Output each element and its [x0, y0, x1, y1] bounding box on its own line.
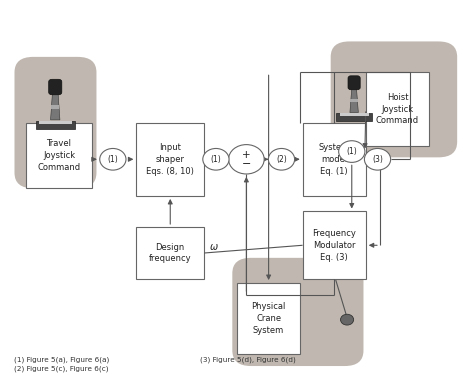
Text: (1): (1): [210, 155, 221, 164]
FancyBboxPatch shape: [36, 121, 75, 129]
FancyBboxPatch shape: [232, 258, 364, 366]
Circle shape: [268, 149, 295, 170]
FancyBboxPatch shape: [49, 79, 62, 95]
Text: Travel
Joystick
Command: Travel Joystick Command: [37, 139, 81, 172]
Circle shape: [338, 141, 365, 162]
FancyBboxPatch shape: [237, 283, 300, 354]
FancyBboxPatch shape: [366, 73, 429, 146]
FancyBboxPatch shape: [137, 227, 204, 279]
Circle shape: [340, 314, 354, 325]
Polygon shape: [51, 93, 60, 120]
FancyBboxPatch shape: [302, 123, 366, 196]
FancyBboxPatch shape: [15, 57, 97, 188]
FancyBboxPatch shape: [331, 42, 457, 157]
FancyBboxPatch shape: [26, 123, 92, 188]
Text: System
model
Eq. (1): System model Eq. (1): [319, 143, 350, 176]
Text: (1): (1): [108, 155, 118, 164]
Text: (1): (1): [346, 147, 357, 156]
Polygon shape: [350, 88, 358, 113]
FancyBboxPatch shape: [350, 99, 358, 102]
FancyBboxPatch shape: [39, 121, 72, 124]
FancyBboxPatch shape: [339, 113, 369, 116]
Circle shape: [228, 145, 264, 174]
FancyBboxPatch shape: [137, 123, 204, 196]
FancyBboxPatch shape: [302, 211, 366, 279]
Circle shape: [100, 149, 126, 170]
Text: −: −: [242, 159, 251, 169]
Text: ω: ω: [210, 242, 218, 252]
Text: (1) Figure 5(a), Figure 6(a)
(2) Figure 5(c), Figure 6(c): (1) Figure 5(a), Figure 6(a) (2) Figure …: [15, 356, 110, 372]
FancyBboxPatch shape: [337, 113, 372, 121]
Text: (3): (3): [372, 155, 383, 164]
Text: Physical
Crane
System: Physical Crane System: [251, 302, 286, 335]
Text: Frequency
Modulator
Eq. (3): Frequency Modulator Eq. (3): [312, 229, 356, 261]
FancyBboxPatch shape: [51, 105, 59, 109]
FancyBboxPatch shape: [348, 76, 360, 90]
Text: (2): (2): [276, 155, 287, 164]
Circle shape: [203, 149, 229, 170]
Circle shape: [365, 149, 391, 170]
Text: Design
frequency: Design frequency: [149, 243, 191, 263]
Text: +: +: [242, 151, 251, 160]
Text: (3) Figure 5(d), Figure 6(d): (3) Figure 5(d), Figure 6(d): [200, 356, 295, 363]
Text: Input
shaper
Eqs. (8, 10): Input shaper Eqs. (8, 10): [146, 143, 194, 176]
Text: Hoist
Joystick
Command: Hoist Joystick Command: [376, 93, 419, 125]
